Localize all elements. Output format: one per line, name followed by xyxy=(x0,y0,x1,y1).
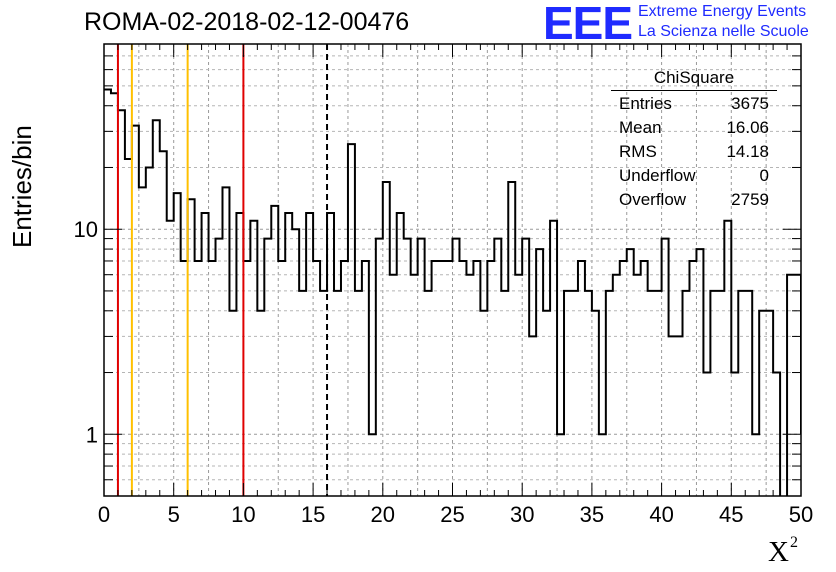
x-tick-label: 5 xyxy=(168,502,180,527)
x-tick-label: 10 xyxy=(231,502,255,527)
x-tick-label: 50 xyxy=(789,502,813,527)
stats-value: 14.18 xyxy=(726,142,769,161)
eee-logo: EEE xyxy=(543,0,633,49)
stats-label: Overflow xyxy=(619,190,687,209)
stats-value: 16.06 xyxy=(726,118,769,137)
stats-label: Mean xyxy=(619,118,662,137)
eee-logo-line2: La Scienza nelle Scuole xyxy=(638,23,809,40)
y-tick-label: 10 xyxy=(74,217,98,242)
histogram-title: ROMA-02-2018-02-12-00476 xyxy=(84,8,410,36)
stats-row-underflow: Underflow 0 xyxy=(611,164,777,188)
stats-label: Entries xyxy=(619,94,672,113)
stats-label: RMS xyxy=(619,142,657,161)
x-tick-label: 25 xyxy=(440,502,464,527)
stats-row-entries: Entries 3675 xyxy=(611,92,777,116)
stats-row-overflow: Overflow 2759 xyxy=(611,188,777,212)
histogram-series xyxy=(104,88,801,496)
x-tick-label: 0 xyxy=(98,502,110,527)
stats-row-mean: Mean 16.06 xyxy=(611,116,777,140)
x-tick-label: 15 xyxy=(301,502,325,527)
x-axis-label-superscript: 2 xyxy=(789,534,798,551)
stats-label: Underflow xyxy=(619,166,696,185)
x-axis-label-base: X xyxy=(768,536,789,568)
stats-value: 2759 xyxy=(731,190,769,209)
stats-value: 3675 xyxy=(731,94,769,113)
x-tick-label: 35 xyxy=(580,502,604,527)
stats-value: 0 xyxy=(759,166,769,185)
y-tick-label: 1 xyxy=(86,422,98,447)
y-axis-label: Entries/bin xyxy=(7,125,37,248)
x-tick-label: 30 xyxy=(510,502,534,527)
eee-logo-line1: Extreme Energy Events xyxy=(638,3,807,20)
x-axis-label: X2 xyxy=(768,534,798,569)
x-tick-label: 20 xyxy=(371,502,395,527)
stats-title: ChiSquare xyxy=(611,66,777,91)
x-tick-label: 45 xyxy=(719,502,743,527)
stats-box: ChiSquare Entries 3675 Mean 16.06 RMS 14.18… xyxy=(611,66,777,212)
stats-row-rms: RMS 14.18 xyxy=(611,140,777,164)
x-tick-label: 40 xyxy=(649,502,673,527)
